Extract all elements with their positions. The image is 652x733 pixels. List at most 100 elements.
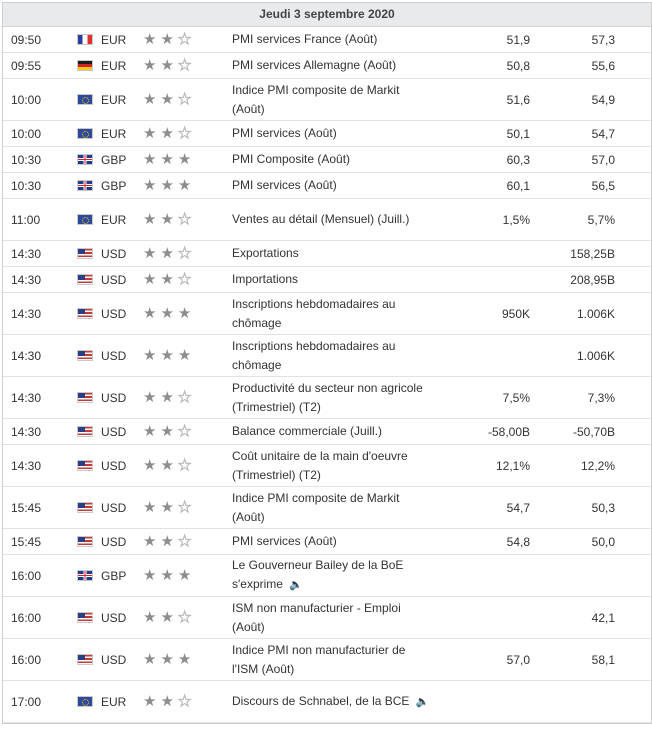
- event-name: Indice PMI non manufacturier de l'ISM (A…: [232, 639, 432, 680]
- event-time: 14:30: [11, 348, 42, 363]
- event-row[interactable]: 15:45 USD ★ ★ ★ Indice PMI composite de Marki…: [3, 487, 651, 529]
- event-row[interactable]: 10:30 GBP ★ ★ ★ PMI Composite (Août) 60,3 57,0: [3, 147, 651, 173]
- star-icon: ★: [143, 457, 157, 474]
- star-icon: ★: [177, 271, 192, 288]
- event-row[interactable]: 10:30 GBP ★ ★ ★ PMI services (Août) 60,1 56,5: [3, 173, 651, 199]
- event-row[interactable]: 14:30 USD ★ ★ ★ Importations 208,95B: [3, 267, 651, 293]
- event-title[interactable]: Indice PMI composite de Markit (Août): [232, 490, 400, 524]
- event-title[interactable]: Importations: [232, 272, 299, 286]
- flag-cell: [77, 27, 95, 52]
- importance-stars: ★ ★ ★: [143, 293, 203, 334]
- flag-us-icon: [77, 536, 93, 547]
- event-title[interactable]: PMI services Allemagne (Août): [232, 58, 397, 72]
- event-name: Discours de Schnabel, de la BCE 🔈: [232, 681, 432, 722]
- event-row[interactable]: 14:30 USD ★ ★ ★ Coût unitaire de la main d'oe…: [3, 445, 651, 487]
- event-forecast: 54,9: [591, 92, 615, 107]
- event-time: 16:00: [11, 610, 42, 625]
- event-row[interactable]: 14:30 USD ★ ★ ★ Balance commerciale (Juill.) -…: [3, 419, 651, 445]
- event-title[interactable]: Discours de Schnabel, de la BCE 🔈: [232, 692, 429, 712]
- star-icon: ★: [177, 423, 192, 440]
- event-title[interactable]: PMI Composite (Août): [232, 152, 351, 166]
- flag-eu-icon: [77, 94, 93, 105]
- event-title[interactable]: Productivité du secteur non agricole (Tr…: [232, 380, 423, 414]
- star-icon: ★: [143, 533, 157, 550]
- event-title[interactable]: Le Gouverneur Bailey de la BoE s'exprime…: [232, 556, 432, 595]
- event-row[interactable]: 14:30 USD ★ ★ ★ Inscriptions hebdomadaires au…: [3, 293, 651, 335]
- star-icon: ★: [143, 651, 157, 668]
- star-icon: ★: [143, 57, 157, 74]
- event-title[interactable]: Ventes au détail (Mensuel) (Juill.): [232, 212, 410, 226]
- importance-stars: ★ ★ ★: [143, 27, 203, 52]
- event-title[interactable]: PMI services (Août): [232, 126, 337, 140]
- event-title[interactable]: Indice PMI non manufacturier de l'ISM (A…: [232, 642, 406, 676]
- event-title[interactable]: Coût unitaire de la main d'oeuvre (Trime…: [232, 448, 408, 482]
- event-actual: [433, 597, 530, 638]
- event-row[interactable]: 14:30 USD ★ ★ ★ Inscriptions hebdomadaires au…: [3, 335, 651, 377]
- importance-stars: ★ ★ ★: [143, 597, 203, 638]
- event-row[interactable]: 16:00 GBP ★ ★ ★ Le Gouverneur Bailey de la Bo…: [3, 555, 651, 597]
- star-icon: ★: [160, 91, 174, 108]
- event-forecast: 58,1: [591, 652, 615, 667]
- event-currency: USD: [101, 424, 127, 439]
- flag-us-icon: [77, 502, 93, 513]
- star-icon: ★: [160, 125, 174, 142]
- event-forecast: [533, 681, 615, 722]
- flag-eu-icon: [77, 128, 93, 139]
- event-name: PMI services (Août): [232, 173, 432, 198]
- event-actual: 54,7: [506, 500, 530, 515]
- event-actual: 57,0: [506, 652, 530, 667]
- star-icon: ★: [160, 533, 174, 550]
- event-name: Inscriptions hebdomadaires au chômage: [232, 293, 432, 334]
- star-icon: ★: [143, 499, 157, 516]
- flag-cell: [77, 529, 95, 554]
- event-row[interactable]: 16:00 USD ★ ★ ★ ISM non manufacturier - Emplo…: [3, 597, 651, 639]
- event-time: 10:30: [11, 178, 42, 193]
- star-icon: ★: [160, 457, 174, 474]
- flag-us-icon: [77, 426, 93, 437]
- event-row[interactable]: 16:00 USD ★ ★ ★ Indice PMI non manufacturier …: [3, 639, 651, 681]
- event-time: 16:00: [11, 652, 42, 667]
- event-row[interactable]: 17:00 EUR ★ ★ ★ Discours de Schnabel, de la B…: [3, 681, 651, 723]
- event-actual: [433, 335, 530, 376]
- event-row[interactable]: 15:45 USD ★ ★ ★ PMI services (Août) 54,8 50,0: [3, 529, 651, 555]
- event-time: 09:55: [11, 58, 42, 73]
- flag-cell: [77, 79, 95, 120]
- importance-stars: ★ ★ ★: [143, 199, 203, 240]
- star-icon: ★: [143, 245, 157, 262]
- event-name: PMI services (Août): [232, 121, 432, 146]
- event-actual: [433, 267, 530, 292]
- star-icon: ★: [143, 31, 157, 48]
- event-row[interactable]: 14:30 USD ★ ★ ★ Exportations 158,25B: [3, 241, 651, 267]
- event-row[interactable]: 10:00 EUR ★ ★ ★ Indice PMI composite de Marki…: [3, 79, 651, 121]
- event-title[interactable]: Indice PMI composite de Markit (Août): [232, 82, 400, 116]
- flag-uk-icon: [77, 154, 93, 165]
- event-row[interactable]: 09:55 EUR ★ ★ ★ PMI services Allemagne (Août)…: [3, 53, 651, 79]
- event-title[interactable]: PMI services (Août): [232, 534, 337, 548]
- event-title[interactable]: PMI services (Août): [232, 178, 337, 192]
- star-icon: ★: [177, 177, 192, 194]
- event-title[interactable]: Balance commerciale (Juill.): [232, 424, 383, 438]
- event-title[interactable]: Inscriptions hebdomadaires au chômage: [232, 338, 396, 372]
- event-title[interactable]: Inscriptions hebdomadaires au chômage: [232, 296, 396, 330]
- event-forecast: 55,6: [591, 58, 615, 73]
- flag-uk-icon: [77, 570, 93, 581]
- importance-stars: ★ ★ ★: [143, 639, 203, 680]
- star-icon: ★: [177, 567, 192, 584]
- star-icon: ★: [177, 609, 192, 626]
- importance-stars: ★ ★ ★: [143, 487, 203, 528]
- importance-stars: ★ ★ ★: [143, 681, 203, 722]
- event-title[interactable]: Exportations: [232, 246, 299, 260]
- star-icon: ★: [160, 57, 174, 74]
- flag-cell: [77, 199, 95, 240]
- event-actual: 51,6: [506, 92, 530, 107]
- event-row[interactable]: 11:00 EUR ★ ★ ★ Ventes au détail (Mensuel) (J…: [3, 199, 651, 241]
- event-row[interactable]: 14:30 USD ★ ★ ★ Productivité du secteur non a…: [3, 377, 651, 419]
- flag-eu-icon: [77, 696, 93, 707]
- event-title[interactable]: ISM non manufacturier - Emploi (Août): [232, 600, 401, 634]
- flag-cell: [77, 241, 95, 266]
- event-row[interactable]: 10:00 EUR ★ ★ ★ PMI services (Août) 50,1 54,7: [3, 121, 651, 147]
- event-row[interactable]: 09:50 EUR ★ ★ ★ PMI services France (Août) 51,…: [3, 27, 651, 53]
- event-title[interactable]: PMI services France (Août): [232, 32, 378, 46]
- event-time: 16:00: [11, 568, 42, 583]
- event-forecast: 1.006K: [576, 348, 615, 363]
